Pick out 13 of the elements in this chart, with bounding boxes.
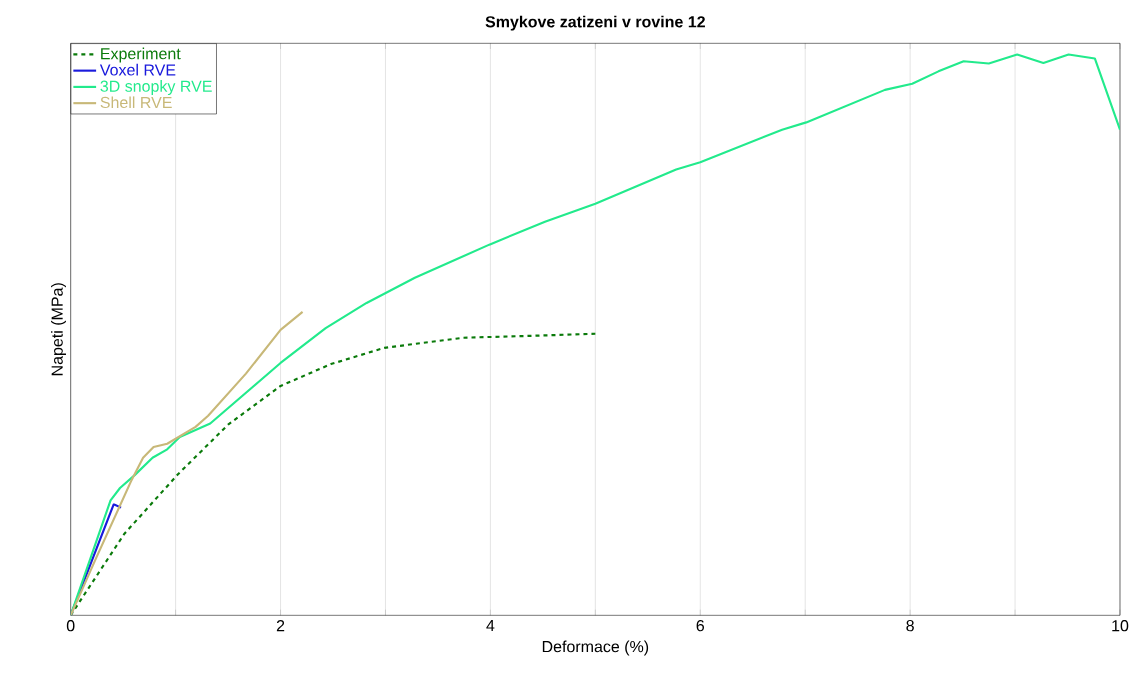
x-tick-label: 0 xyxy=(66,619,75,632)
x-tick-label: 2 xyxy=(276,619,285,632)
chart-title: Smykove zatizeni v rovine 12 xyxy=(485,15,705,31)
x-tick-label: 6 xyxy=(696,619,705,632)
x-tick-label: 8 xyxy=(906,619,914,632)
x-tick-label: 4 xyxy=(486,619,495,631)
x-tick-label: 10 xyxy=(1112,619,1129,632)
legend-label: Experiment xyxy=(101,47,181,63)
legend-label: Voxel RVE xyxy=(99,63,176,76)
legend-label: 3D snopky RVE xyxy=(100,79,212,95)
y-axis-title: Napeti (MPa) xyxy=(51,283,66,375)
legend-label: Shell RVE xyxy=(100,96,172,108)
x-axis-title: Deformace (%) xyxy=(542,640,649,656)
